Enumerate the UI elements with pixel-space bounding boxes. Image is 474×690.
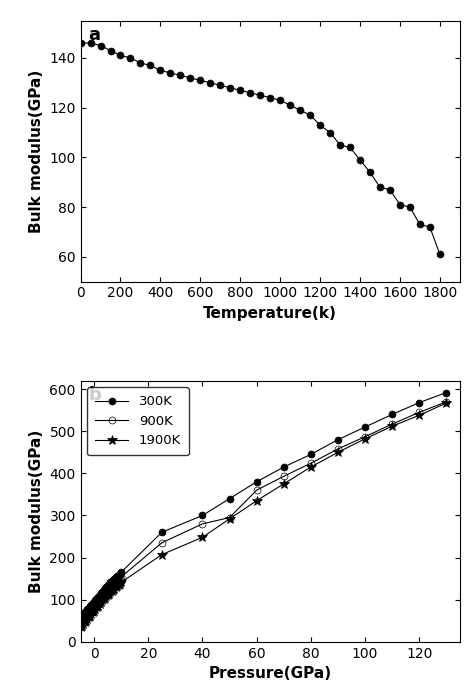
- Y-axis label: Bulk modulus(GPa): Bulk modulus(GPa): [29, 70, 44, 233]
- Y-axis label: Bulk modulus(GPa): Bulk modulus(GPa): [29, 430, 44, 593]
- Text: a: a: [88, 26, 100, 44]
- X-axis label: Pressure(GPa): Pressure(GPa): [209, 666, 332, 681]
- Legend: 300K, 900K, 1900K: 300K, 900K, 1900K: [87, 387, 189, 455]
- X-axis label: Temperature(k): Temperature(k): [203, 306, 337, 321]
- Text: b: b: [88, 386, 101, 404]
